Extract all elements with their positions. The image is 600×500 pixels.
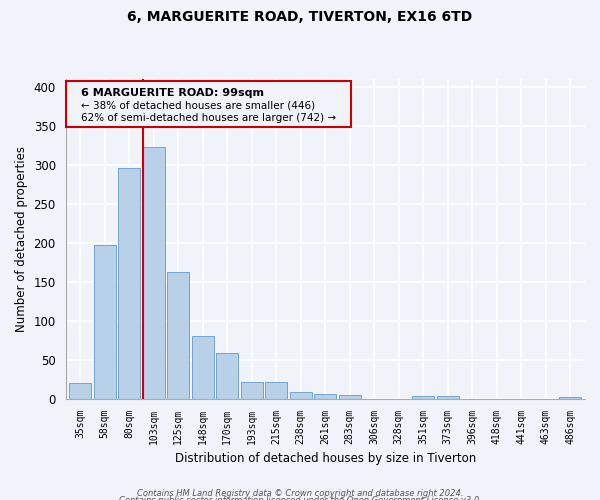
X-axis label: Distribution of detached houses by size in Tiverton: Distribution of detached houses by size … — [175, 452, 476, 465]
Bar — [290, 392, 312, 398]
Bar — [314, 394, 336, 398]
Text: Contains public sector information licensed under the Open Government Licence v3: Contains public sector information licen… — [119, 496, 481, 500]
Bar — [437, 396, 459, 398]
FancyBboxPatch shape — [65, 80, 351, 127]
Bar — [167, 272, 189, 398]
Bar — [241, 382, 263, 398]
Text: 6 MARGUERITE ROAD: 99sqm: 6 MARGUERITE ROAD: 99sqm — [81, 88, 264, 98]
Y-axis label: Number of detached properties: Number of detached properties — [15, 146, 28, 332]
Bar — [118, 168, 140, 398]
Bar — [559, 397, 581, 398]
Text: 6, MARGUERITE ROAD, TIVERTON, EX16 6TD: 6, MARGUERITE ROAD, TIVERTON, EX16 6TD — [127, 10, 473, 24]
Bar — [69, 383, 91, 398]
Text: Contains HM Land Registry data © Crown copyright and database right 2024.: Contains HM Land Registry data © Crown c… — [137, 488, 463, 498]
Text: 62% of semi-detached houses are larger (742) →: 62% of semi-detached houses are larger (… — [81, 112, 336, 122]
Bar — [339, 395, 361, 398]
Bar — [216, 354, 238, 399]
Bar — [192, 336, 214, 398]
Bar — [94, 245, 116, 398]
Bar — [143, 147, 165, 399]
Bar — [412, 396, 434, 398]
Text: ← 38% of detached houses are smaller (446): ← 38% of detached houses are smaller (44… — [81, 100, 315, 110]
Bar — [265, 382, 287, 398]
